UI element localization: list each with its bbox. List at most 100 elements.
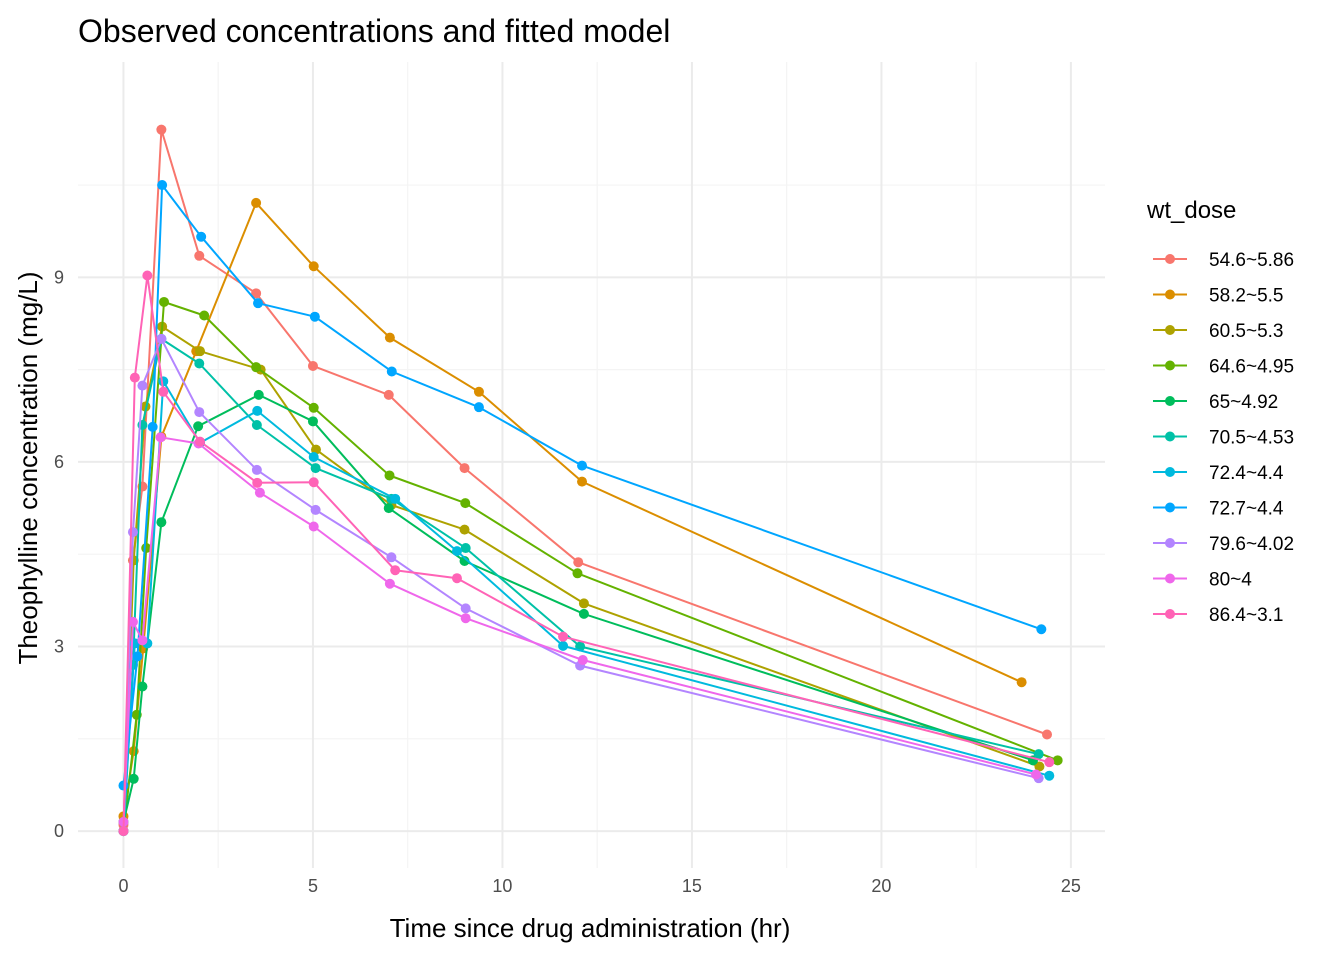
data-point (194, 250, 205, 261)
legend-label: 60.5~5.3 (1209, 321, 1284, 342)
data-point (572, 568, 583, 579)
legend-item: 70.5~4.53 (1153, 428, 1294, 449)
data-point (309, 311, 320, 322)
data-point (383, 503, 394, 514)
y-tick-label: 3 (54, 637, 64, 657)
data-point (460, 603, 471, 614)
series-line (122, 274, 1050, 832)
data-point (308, 261, 319, 272)
data-point (159, 296, 170, 307)
data-point (118, 780, 129, 791)
data-point (384, 332, 395, 343)
data-point (1044, 757, 1055, 768)
data-point (308, 402, 319, 413)
series-group (118, 389, 1038, 827)
data-point (1036, 624, 1047, 635)
y-tick-label: 6 (54, 452, 64, 472)
data-point (573, 557, 584, 568)
data-point (310, 463, 321, 474)
data-point (137, 681, 148, 692)
data-point (132, 651, 143, 662)
data-point (460, 498, 471, 509)
legend-items: 54.6~5.86 58.2~5.5 60.5~5.3 64.6~4.95 65~4.9… (1153, 250, 1294, 626)
data-point (253, 389, 264, 400)
legend-label: 72.4~4.4 (1209, 463, 1284, 484)
legend-label: 64.6~4.95 (1209, 357, 1294, 378)
legend-label: 86.4~3.1 (1209, 605, 1284, 626)
data-point (451, 546, 462, 557)
data-point (308, 452, 319, 463)
legend-key-point (1165, 573, 1175, 584)
data-point (137, 635, 148, 646)
data-point (307, 360, 318, 371)
data-point (193, 421, 204, 432)
data-point (195, 346, 206, 357)
data-point (155, 432, 166, 443)
data-point (194, 407, 205, 418)
data-point (194, 358, 205, 369)
data-point (386, 366, 397, 377)
y-tick-label: 0 (54, 821, 64, 841)
series-layer (118, 124, 1063, 837)
legend-label: 79.6~4.02 (1209, 534, 1294, 555)
legend-key-point (1165, 289, 1175, 300)
data-point (460, 543, 471, 554)
series-group (118, 296, 1063, 837)
legend-label: 65~4.92 (1209, 392, 1278, 413)
legend-label: 80~4 (1209, 570, 1252, 591)
legend-key-point (1165, 396, 1175, 406)
data-point (473, 402, 484, 413)
legend-item: 54.6~5.86 (1153, 250, 1294, 271)
data-point (156, 333, 167, 344)
data-point (196, 231, 207, 242)
data-point (1033, 749, 1044, 760)
x-tick-label: 25 (1061, 876, 1081, 896)
data-point (128, 773, 139, 784)
data-point (308, 521, 319, 532)
data-point (459, 463, 470, 474)
data-point (157, 180, 168, 191)
data-point (459, 524, 470, 535)
legend-item: 79.6~4.02 (1153, 534, 1294, 555)
chart-title: Observed concentrations and fitted model (78, 13, 670, 49)
data-point (384, 578, 395, 589)
data-point (147, 421, 158, 432)
data-point (253, 298, 264, 309)
legend-item: 64.6~4.95 (1153, 357, 1294, 378)
legend-key-point (1165, 609, 1175, 619)
data-point (251, 464, 262, 475)
legend-label: 54.6~5.86 (1209, 250, 1294, 271)
legend-item: 80~4 (1153, 570, 1252, 591)
legend-label: 58.2~5.5 (1209, 286, 1284, 307)
data-point (129, 372, 140, 383)
y-axis-ticks: 0 3 6 9 (54, 267, 64, 841)
data-point (577, 460, 588, 471)
data-point (1031, 769, 1042, 780)
x-tick-label: 15 (682, 876, 702, 896)
data-point (390, 565, 401, 576)
data-point (558, 631, 569, 642)
legend-item: 65~4.92 (1153, 392, 1278, 413)
data-point (473, 386, 484, 397)
legend-title: wt_dose (1146, 197, 1236, 224)
data-point (118, 826, 129, 837)
legend-key-point (1165, 254, 1175, 264)
data-point (460, 613, 471, 624)
legend-item: 72.7~4.4 (1153, 499, 1284, 520)
data-point (158, 386, 169, 397)
legend-key-point (1165, 360, 1175, 371)
x-tick-label: 10 (492, 876, 512, 896)
data-point (1044, 770, 1055, 781)
data-point (577, 476, 588, 487)
legend-key-point (1165, 502, 1175, 513)
data-point (1034, 761, 1045, 772)
legend-key-point (1165, 325, 1175, 335)
legend-item: 72.4~4.4 (1153, 463, 1284, 484)
data-point (142, 270, 153, 281)
series-group (118, 180, 1047, 791)
legend-key-point (1165, 538, 1175, 548)
data-point (577, 655, 588, 666)
y-axis-title: Theophylline concentration (mg/L) (13, 271, 43, 664)
data-point (156, 124, 167, 135)
minor-gridlines (78, 62, 1105, 868)
